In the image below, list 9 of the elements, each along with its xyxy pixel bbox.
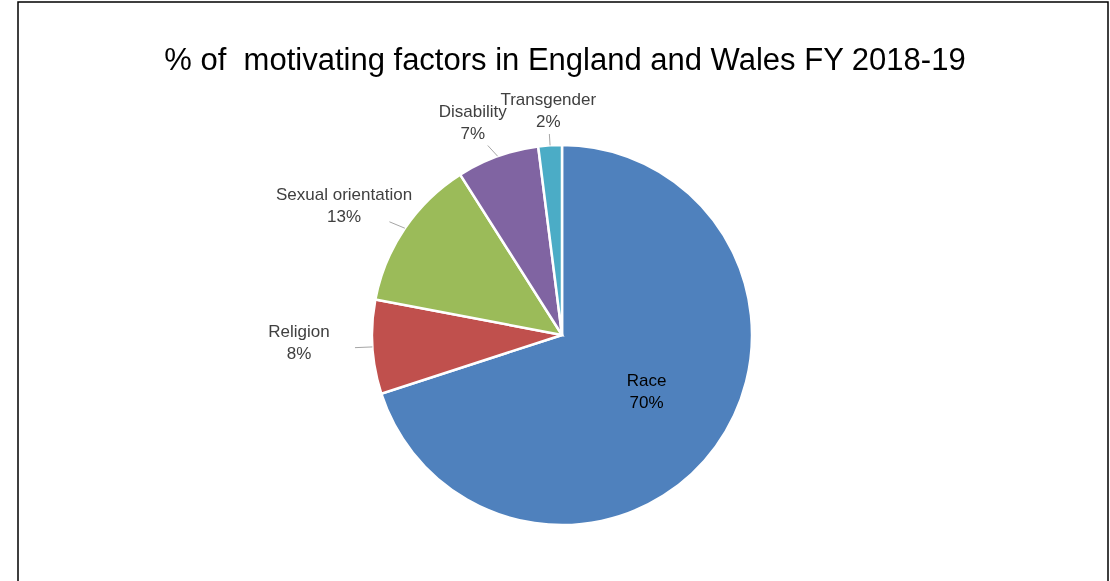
data-label: 13%	[327, 207, 362, 227]
slice-label: Race	[626, 371, 667, 391]
data-label: 8%	[286, 343, 312, 363]
data-label: 7%	[460, 124, 486, 144]
chart-title: % of motivating factors in England and Wales FY 2018-19	[164, 42, 966, 77]
data-label: 2%	[535, 111, 561, 131]
data-label: 70%	[629, 393, 664, 413]
slice-label: Religion	[268, 321, 330, 341]
slice-label: Sexual orientation	[276, 185, 413, 205]
